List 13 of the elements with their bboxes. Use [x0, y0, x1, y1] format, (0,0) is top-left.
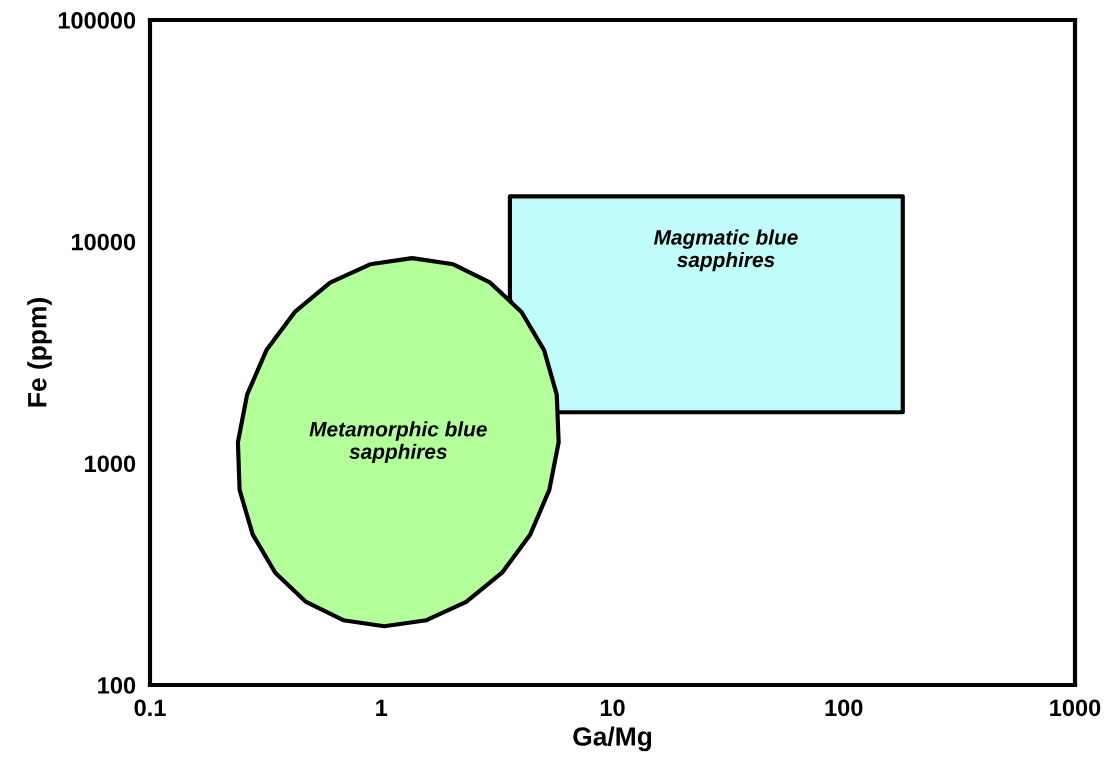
y-tick-label: 1000 [85, 455, 136, 473]
x-tick-label: 1 [376, 699, 388, 716]
annotation: Magmatic blue sapphires [654, 229, 798, 272]
annotation: Metamorphic blue sapphires [309, 421, 487, 464]
x-tick-label: 10 [600, 699, 625, 717]
y-tick-label: 100 [98, 677, 136, 694]
x-tick-label: 1000 [1050, 699, 1101, 717]
y-tick-label: 100000 [58, 12, 136, 29]
y-axis-title: Fe (ppm) [27, 298, 52, 407]
x-tick-label: 100 [825, 699, 863, 717]
x-axis-title: Ga/Mg [573, 726, 652, 752]
x-tick-label: 0.1 [134, 699, 166, 717]
y-tick-label: 10000 [71, 233, 136, 251]
